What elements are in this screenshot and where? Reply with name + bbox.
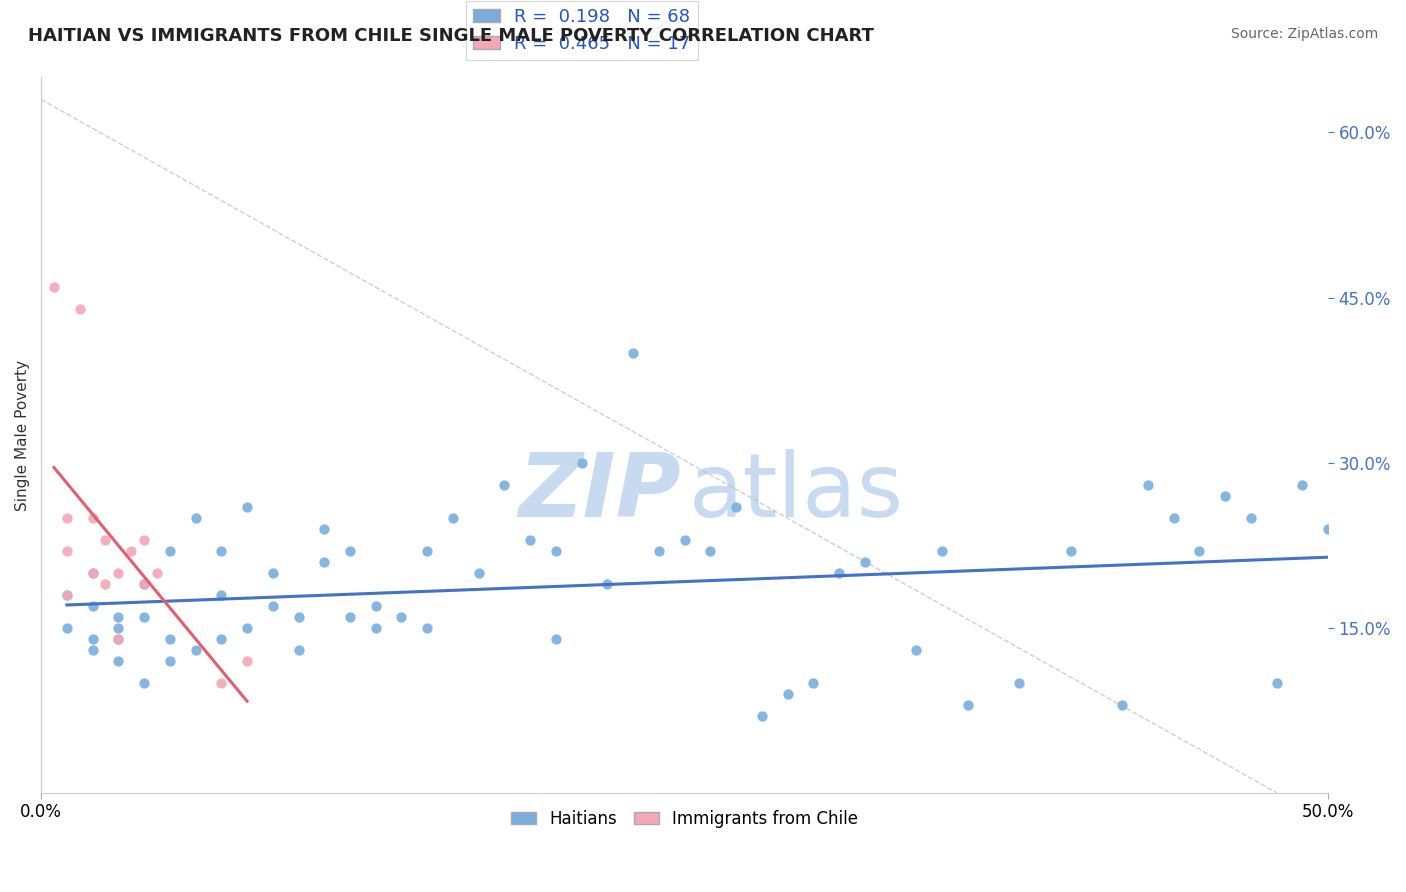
Point <box>209 632 232 646</box>
Point <box>159 654 181 668</box>
Point <box>132 533 155 547</box>
Point <box>236 654 259 668</box>
Point <box>82 510 104 524</box>
Point <box>132 576 155 591</box>
Point <box>56 543 79 558</box>
Point <box>209 543 232 558</box>
Point <box>56 588 79 602</box>
Point <box>314 522 336 536</box>
Point <box>82 599 104 613</box>
Point <box>853 555 876 569</box>
Point <box>314 555 336 569</box>
Point <box>107 566 129 580</box>
Point <box>416 543 439 558</box>
Point <box>209 675 232 690</box>
Point <box>82 642 104 657</box>
Point <box>159 632 181 646</box>
Point <box>1265 675 1288 690</box>
Text: ZIP: ZIP <box>517 449 681 536</box>
Point <box>339 543 361 558</box>
Point <box>107 632 129 646</box>
Point <box>828 566 851 580</box>
Y-axis label: Single Male Poverty: Single Male Poverty <box>15 359 30 510</box>
Point <box>287 642 309 657</box>
Point <box>132 576 155 591</box>
Point <box>1317 522 1340 536</box>
Point <box>673 533 696 547</box>
Point <box>1060 543 1083 558</box>
Text: atlas: atlas <box>689 449 904 536</box>
Point <box>441 510 464 524</box>
Point <box>146 566 169 580</box>
Point <box>82 632 104 646</box>
Point <box>596 576 619 591</box>
Point <box>42 279 65 293</box>
Point <box>391 609 413 624</box>
Point <box>1213 489 1236 503</box>
Point <box>416 621 439 635</box>
Point <box>956 698 979 712</box>
Point <box>94 576 117 591</box>
Point <box>544 632 567 646</box>
Point <box>159 543 181 558</box>
Point <box>467 566 489 580</box>
Point <box>120 543 142 558</box>
Point <box>56 621 79 635</box>
Point <box>931 543 953 558</box>
Point <box>184 510 207 524</box>
Point <box>648 543 671 558</box>
Legend: Haitians, Immigrants from Chile: Haitians, Immigrants from Chile <box>505 803 865 834</box>
Point <box>107 632 129 646</box>
Point <box>1188 543 1211 558</box>
Point <box>56 510 79 524</box>
Point <box>571 456 593 470</box>
Point <box>339 609 361 624</box>
Point <box>364 599 387 613</box>
Point <box>107 654 129 668</box>
Point <box>494 477 516 491</box>
Point <box>1136 477 1159 491</box>
Point <box>82 566 104 580</box>
Point <box>262 566 284 580</box>
Point <box>751 708 773 723</box>
Point <box>82 566 104 580</box>
Point <box>107 621 129 635</box>
Point <box>364 621 387 635</box>
Text: HAITIAN VS IMMIGRANTS FROM CHILE SINGLE MALE POVERTY CORRELATION CHART: HAITIAN VS IMMIGRANTS FROM CHILE SINGLE … <box>28 27 875 45</box>
Point <box>801 675 824 690</box>
Point <box>56 588 79 602</box>
Point <box>94 533 117 547</box>
Point <box>544 543 567 558</box>
Point <box>519 533 541 547</box>
Point <box>132 675 155 690</box>
Point <box>209 588 232 602</box>
Text: Source: ZipAtlas.com: Source: ZipAtlas.com <box>1230 27 1378 41</box>
Point <box>1291 477 1313 491</box>
Point <box>287 609 309 624</box>
Point <box>236 500 259 514</box>
Point <box>621 345 644 359</box>
Point <box>69 301 91 316</box>
Point <box>1163 510 1185 524</box>
Point <box>699 543 721 558</box>
Point <box>236 621 259 635</box>
Point <box>1008 675 1031 690</box>
Point <box>776 687 799 701</box>
Point <box>1240 510 1263 524</box>
Point <box>107 609 129 624</box>
Point <box>184 642 207 657</box>
Point <box>262 599 284 613</box>
Point <box>132 609 155 624</box>
Point <box>1111 698 1133 712</box>
Point <box>905 642 928 657</box>
Point <box>725 500 748 514</box>
